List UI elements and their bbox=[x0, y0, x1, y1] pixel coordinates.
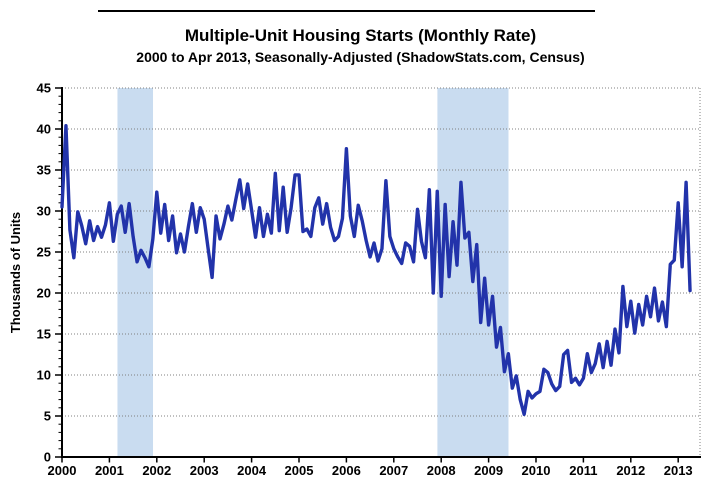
x-tick-label: 2003 bbox=[190, 463, 219, 478]
housing-starts-line bbox=[60, 124, 692, 417]
y-tick-label: 20 bbox=[37, 286, 51, 301]
y-tick-label: 45 bbox=[37, 81, 51, 96]
y-tick-label: 5 bbox=[44, 409, 51, 424]
x-tick-label: 2004 bbox=[237, 463, 267, 478]
y-tick-label: 40 bbox=[37, 122, 51, 137]
y-tick-label: 15 bbox=[37, 327, 51, 342]
x-tick-label: 2013 bbox=[664, 463, 693, 478]
x-tick-label: 2002 bbox=[142, 463, 171, 478]
chart-title: Multiple-Unit Housing Starts (Monthly Ra… bbox=[184, 26, 537, 45]
x-tick-label: 2007 bbox=[379, 463, 408, 478]
x-tick-label: 2009 bbox=[474, 463, 503, 478]
x-tick-label: 2001 bbox=[95, 463, 124, 478]
y-tick-label: 10 bbox=[37, 368, 51, 383]
y-tick-label: 35 bbox=[37, 163, 51, 178]
y-tick-label: 0 bbox=[44, 450, 51, 465]
x-tick-label: 2010 bbox=[522, 463, 551, 478]
recession-band bbox=[117, 88, 154, 457]
x-tick-label: 2012 bbox=[616, 463, 645, 478]
x-tick-label: 2000 bbox=[48, 463, 77, 478]
y-tick-label: 25 bbox=[37, 245, 51, 260]
x-tick-label: 2006 bbox=[332, 463, 361, 478]
x-tick-label: 2005 bbox=[285, 463, 314, 478]
top-rule bbox=[98, 10, 595, 12]
x-tick-label: 2011 bbox=[569, 463, 597, 478]
y-tick-label: 30 bbox=[37, 204, 51, 219]
chart-subtitle: 2000 to Apr 2013, Seasonally-Adjusted (S… bbox=[136, 49, 585, 65]
x-tick-label: 2008 bbox=[427, 463, 456, 478]
